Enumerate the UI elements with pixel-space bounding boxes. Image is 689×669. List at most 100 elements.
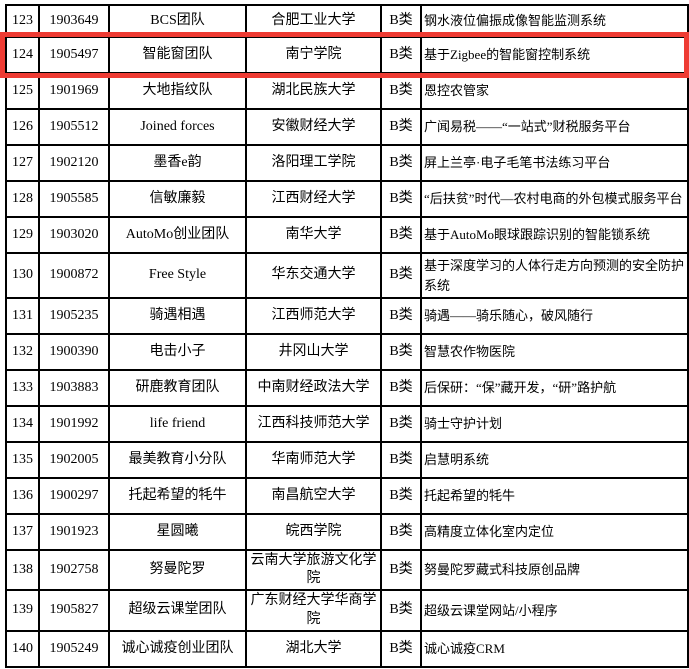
table-row: 134 1901992 life friend 江西科技师范大学 B类 骑士守护… [5,405,689,443]
cell-category: B类 [380,548,422,592]
cell-team-name: 超级云课堂团队 [108,589,247,632]
cell-serial-number: 125 [5,72,40,110]
cell-category: B类 [380,405,422,443]
cell-serial-number: 133 [5,369,40,407]
table-row: 123 1903649 BCS团队 合肥工业大学 B类 钢水液位偏振成像智能监测… [5,4,689,38]
cell-team-name: 研鹿教育团队 [108,369,247,407]
table-row: 130 1900872 Free Style 华东交通大学 B类 基于深度学习的… [5,252,689,299]
cell-team-id: 1903020 [38,216,110,254]
cell-serial-number: 139 [5,589,40,632]
cell-team-id: 1905585 [38,180,110,218]
table-row: 125 1901969 大地指纹队 湖北民族大学 B类 恩控农管家 [5,72,689,110]
cell-team-name: Joined forces [108,108,247,146]
cell-serial-number: 136 [5,477,40,515]
cell-category: B类 [380,36,422,74]
cell-team-name: 骑遇相遇 [108,297,247,335]
cell-university: 江西师范大学 [245,297,382,335]
cell-category: B类 [380,216,422,254]
table-row: 127 1902120 墨香e韵 洛阳理工学院 B类 屏上兰亭·电子毛笔书法练习… [5,144,689,182]
cell-university: 湖北民族大学 [245,72,382,110]
cell-project-name: 基于Zigbee的智能窗控制系统 [420,36,689,74]
cell-project-name: 屏上兰亭·电子毛笔书法练习平台 [420,144,689,182]
cell-team-id: 1903883 [38,369,110,407]
cell-serial-number: 140 [5,629,40,668]
cell-team-id: 1901969 [38,72,110,110]
cell-serial-number: 129 [5,216,40,254]
cell-university: 华南师范大学 [245,441,382,479]
table-row: 131 1905235 骑遇相遇 江西师范大学 B类 骑遇——骑乐随心，破风随行 [5,297,689,335]
cell-project-name: 钢水液位偏振成像智能监测系统 [420,4,689,38]
cell-category: B类 [380,441,422,479]
cell-team-name: 诚心诚疫创业团队 [108,629,247,668]
cell-category: B类 [380,180,422,218]
cell-team-id: 1905249 [38,629,110,668]
cell-category: B类 [380,333,422,371]
cell-project-name: 后保研：“保”藏开发，“研”路护航 [420,369,689,407]
table-row: 140 1905249 诚心诚疫创业团队 湖北大学 B类 诚心诚疫CRM [5,629,689,668]
table-row: 137 1901923 星圆曦 皖西学院 B类 高精度立体化室内定位 [5,513,689,551]
table-row: 133 1903883 研鹿教育团队 中南财经政法大学 B类 后保研：“保”藏开… [5,369,689,407]
cell-team-name: life friend [108,405,247,443]
cell-serial-number: 131 [5,297,40,335]
table-row: 124 1905497 智能窗团队 南宁学院 B类 基于Zigbee的智能窗控制… [5,36,689,74]
cell-team-id: 1903649 [38,4,110,38]
cell-team-id: 1900297 [38,477,110,515]
cell-serial-number: 124 [5,36,40,74]
cell-team-id: 1901992 [38,405,110,443]
cell-project-name: 高精度立体化室内定位 [420,513,689,551]
cell-category: B类 [380,252,422,299]
cell-project-name: 骑士守护计划 [420,405,689,443]
cell-category: B类 [380,589,422,632]
cell-category: B类 [380,4,422,38]
cell-team-name: 智能窗团队 [108,36,247,74]
cell-category: B类 [380,297,422,335]
cell-team-id: 1905512 [38,108,110,146]
table-row: 128 1905585 信敏廉毅 江西财经大学 B类 “后扶贫”时代—农村电商的… [5,180,689,218]
cell-team-id: 1902005 [38,441,110,479]
cell-serial-number: 137 [5,513,40,551]
cell-team-name: 托起希望的牦牛 [108,477,247,515]
cell-team-name: Free Style [108,252,247,299]
table-row: 132 1900390 电击小子 井冈山大学 B类 智慧农作物医院 [5,333,689,371]
cell-university: 南宁学院 [245,36,382,74]
cell-serial-number: 127 [5,144,40,182]
cell-project-name: 智慧农作物医院 [420,333,689,371]
cell-university: 南华大学 [245,216,382,254]
table-row: 139 1905827 超级云课堂团队 广东财经大学华商学院 B类 超级云课堂网… [5,589,689,632]
table-row: 138 1902758 努曼陀罗 云南大学旅游文化学院 B类 努曼陀罗藏式科技原… [5,548,689,592]
cell-university: 安徽财经大学 [245,108,382,146]
cell-serial-number: 123 [5,4,40,38]
cell-category: B类 [380,629,422,668]
cell-team-id: 1905235 [38,297,110,335]
cell-serial-number: 135 [5,441,40,479]
cell-serial-number: 128 [5,180,40,218]
cell-university: 皖西学院 [245,513,382,551]
cell-team-id: 1900872 [38,252,110,299]
cell-project-name: 骑遇——骑乐随心，破风随行 [420,297,689,335]
cell-team-name: 星圆曦 [108,513,247,551]
cell-project-name: 努曼陀罗藏式科技原创品牌 [420,548,689,592]
cell-university: 广东财经大学华商学院 [245,589,382,632]
cell-team-id: 1901923 [38,513,110,551]
results-table: 123 1903649 BCS团队 合肥工业大学 B类 钢水液位偏振成像智能监测… [5,4,689,668]
cell-team-name: 努曼陀罗 [108,548,247,592]
cell-university: 江西财经大学 [245,180,382,218]
cell-university: 云南大学旅游文化学院 [245,548,382,592]
cell-project-name: “后扶贫”时代—农村电商的外包模式服务平台 [420,180,689,218]
cell-university: 合肥工业大学 [245,4,382,38]
cell-project-name: 启慧明系统 [420,441,689,479]
cell-serial-number: 134 [5,405,40,443]
cell-category: B类 [380,513,422,551]
cell-team-name: 墨香e韵 [108,144,247,182]
cell-category: B类 [380,72,422,110]
cell-project-name: 广闻易税——“一站式”财税服务平台 [420,108,689,146]
cell-university: 洛阳理工学院 [245,144,382,182]
table-row: 126 1905512 Joined forces 安徽财经大学 B类 广闻易税… [5,108,689,146]
cell-category: B类 [380,144,422,182]
cell-team-id: 1902758 [38,548,110,592]
cell-project-name: 基于深度学习的人体行走方向预测的安全防护系统 [420,252,689,299]
cell-serial-number: 130 [5,252,40,299]
cell-serial-number: 132 [5,333,40,371]
cell-project-name: 诚心诚疫CRM [420,629,689,668]
